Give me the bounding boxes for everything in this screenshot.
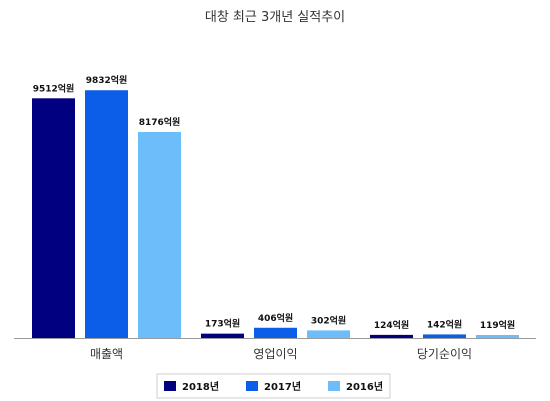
category-label-0: 매출액 bbox=[90, 347, 123, 361]
legend-swatch-2 bbox=[328, 381, 340, 391]
bar-1-1 bbox=[254, 327, 297, 338]
category-labels-group: 매출액 영업이익 당기순이익 bbox=[90, 347, 472, 361]
bar-2-0 bbox=[370, 334, 413, 338]
data-label-1-2: 302억원 bbox=[311, 314, 346, 326]
data-label-0-1: 9832억원 bbox=[86, 74, 128, 86]
bar-0-2 bbox=[138, 131, 181, 338]
data-label-0-2: 8176억원 bbox=[139, 116, 181, 128]
bar-2-1 bbox=[423, 334, 466, 338]
data-label-2-1: 142억원 bbox=[427, 318, 462, 330]
bar-0-0 bbox=[32, 98, 75, 338]
category-label-2: 당기순이익 bbox=[417, 347, 472, 361]
data-label-0-0: 9512억원 bbox=[33, 82, 75, 94]
legend-box bbox=[156, 373, 391, 399]
legend: 2018년 2017년 2016년 bbox=[164, 380, 383, 393]
data-labels-group: 9512억원 9832억원 8176억원 173억원 406억원 302억원 124억원 14… bbox=[33, 74, 515, 331]
data-label-2-0: 124억원 bbox=[374, 319, 409, 331]
legend-label-0: 2018년 bbox=[182, 380, 219, 393]
bar-1-0 bbox=[201, 333, 244, 338]
bars-group bbox=[32, 90, 519, 338]
chart-title: 대창 최근 3개년 실적추이 bbox=[205, 10, 345, 25]
data-label-1-0: 173억원 bbox=[205, 318, 240, 330]
category-label-1: 영업이익 bbox=[253, 347, 297, 361]
bar-2-2 bbox=[476, 335, 519, 338]
legend-swatch-0 bbox=[164, 381, 176, 391]
data-label-2-2: 119억원 bbox=[480, 319, 515, 331]
bar-1-2 bbox=[307, 330, 350, 338]
data-label-1-1: 406억원 bbox=[258, 312, 293, 324]
bar-0-1 bbox=[85, 90, 128, 338]
legend-swatch-1 bbox=[246, 381, 258, 391]
legend-label-2: 2016년 bbox=[346, 380, 383, 393]
legend-label-1: 2017년 bbox=[264, 380, 301, 393]
